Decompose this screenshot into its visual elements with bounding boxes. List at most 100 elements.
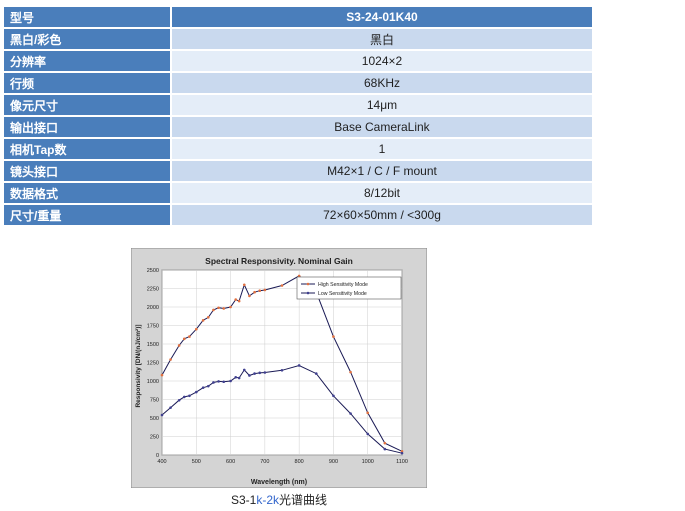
spec-label: 输出接口 <box>4 117 172 137</box>
data-point <box>194 390 198 394</box>
y-tick-label: 250 <box>150 435 159 441</box>
spec-value: 14μm <box>172 95 592 115</box>
spec-label: 黑白/彩色 <box>4 29 172 49</box>
spec-label: 型号 <box>4 7 172 27</box>
spec-value: 1 <box>172 139 592 159</box>
data-point <box>212 381 215 384</box>
legend-marker <box>306 282 310 286</box>
y-tick-label: 1000 <box>147 379 159 385</box>
spec-row: 分辨率 1024×2 <box>4 51 592 71</box>
caption-part3: 光谱曲线 <box>279 493 328 507</box>
spec-row: 像元尺寸 14μm <box>4 95 592 115</box>
y-tick-label: 500 <box>150 416 159 422</box>
y-tick-label: 2000 <box>147 305 159 311</box>
data-point <box>280 368 284 372</box>
data-point <box>383 441 387 445</box>
data-point <box>217 306 220 310</box>
y-tick-label: 1750 <box>147 324 159 330</box>
data-point <box>400 451 404 455</box>
spec-label: 分辨率 <box>4 51 172 71</box>
y-axis-label: Responsivity [DN/(nJ/cm²)] <box>135 324 142 407</box>
data-point <box>222 307 226 310</box>
data-point <box>177 344 181 347</box>
data-point <box>314 372 318 375</box>
data-point <box>160 373 164 377</box>
data-point <box>242 283 246 287</box>
y-tick-label: 750 <box>150 398 159 404</box>
x-tick-label: 600 <box>226 459 235 465</box>
data-point <box>349 412 352 415</box>
data-point <box>201 386 205 389</box>
data-point <box>253 290 256 294</box>
x-tick-label: 800 <box>295 459 304 465</box>
spec-label: 像元尺寸 <box>4 95 172 115</box>
spec-value: M42×1 / C / F mount <box>172 161 592 181</box>
data-point <box>258 371 262 375</box>
data-point <box>182 337 186 341</box>
spec-value: S3-24-01K40 <box>172 7 592 27</box>
legend-box <box>296 276 402 300</box>
data-point <box>248 374 251 377</box>
data-point <box>332 394 335 398</box>
legend-label: High Sensitivity Mode <box>318 282 368 288</box>
data-point <box>177 398 181 402</box>
y-tick-label: 0 <box>156 453 159 459</box>
data-point <box>253 372 256 375</box>
spec-row: 输出接口 Base CameraLink <box>4 117 592 137</box>
spec-table: 型号 S3-24-01K40 黑白/彩色 黑白 分辨率 1024×2 行频 68KHz 像元尺寸… <box>4 5 592 227</box>
y-tick-label: 1500 <box>147 342 159 348</box>
chart-title: Spectral Responsivity. Nominal Gain <box>205 256 353 266</box>
y-tick-label: 2500 <box>147 268 159 274</box>
data-point <box>188 394 191 398</box>
data-point <box>400 450 404 453</box>
data-point <box>263 288 267 292</box>
y-tick-label: 2250 <box>147 287 159 293</box>
data-point <box>332 335 335 338</box>
data-point <box>234 298 238 301</box>
data-point <box>237 376 241 380</box>
spec-header-row: 型号 S3-24-01K40 <box>4 7 592 27</box>
spec-value: 1024×2 <box>172 51 592 71</box>
data-point <box>169 358 172 361</box>
spec-value: Base CameraLink <box>172 117 592 137</box>
data-point <box>212 308 215 312</box>
data-point <box>349 370 352 374</box>
spec-label: 数据格式 <box>4 183 172 203</box>
spec-value: 72×60×50mm / <300g <box>172 205 592 225</box>
y-tick-label: 1250 <box>147 361 159 367</box>
spec-label: 镜头接口 <box>4 161 172 181</box>
x-tick-label: 400 <box>157 459 166 465</box>
data-point <box>234 376 238 379</box>
data-point <box>248 294 251 298</box>
data-point <box>206 384 210 388</box>
spec-row: 相机Tap数 1 <box>4 139 592 159</box>
data-point <box>242 368 246 372</box>
data-point <box>229 305 232 309</box>
x-tick-label: 900 <box>329 459 338 465</box>
data-point <box>222 380 226 384</box>
spectral-responsivity-chart: Spectral Responsivity. Nominal Gain 0 250… <box>131 248 427 488</box>
data-point <box>297 274 301 278</box>
data-point <box>383 447 387 451</box>
chart-caption: S3-1k-2k光谱曲线 <box>131 491 427 508</box>
x-axis-label: Wavelength (nm) <box>251 479 307 486</box>
spec-row: 镜头接口 M42×1 / C / F mount <box>4 161 592 181</box>
data-point <box>280 284 284 287</box>
data-point <box>194 327 198 331</box>
caption-part2: k-2k <box>256 493 279 507</box>
data-point <box>188 335 191 338</box>
data-point <box>201 319 205 322</box>
legend-marker <box>306 291 310 295</box>
data-point <box>229 379 232 383</box>
legend-label: Low Sensitivity Mode <box>318 291 367 297</box>
x-tick-label: 700 <box>260 459 269 465</box>
spec-row: 黑白/彩色 黑白 <box>4 29 592 49</box>
data-point <box>206 316 210 319</box>
spec-row: 行频 68KHz <box>4 73 592 93</box>
caption-part1: S3-1 <box>230 493 257 507</box>
data-point <box>366 411 370 415</box>
data-point <box>169 406 172 409</box>
spec-row: 数据格式 8/12bit <box>4 183 592 203</box>
data-point <box>237 299 241 303</box>
data-point <box>297 364 301 367</box>
